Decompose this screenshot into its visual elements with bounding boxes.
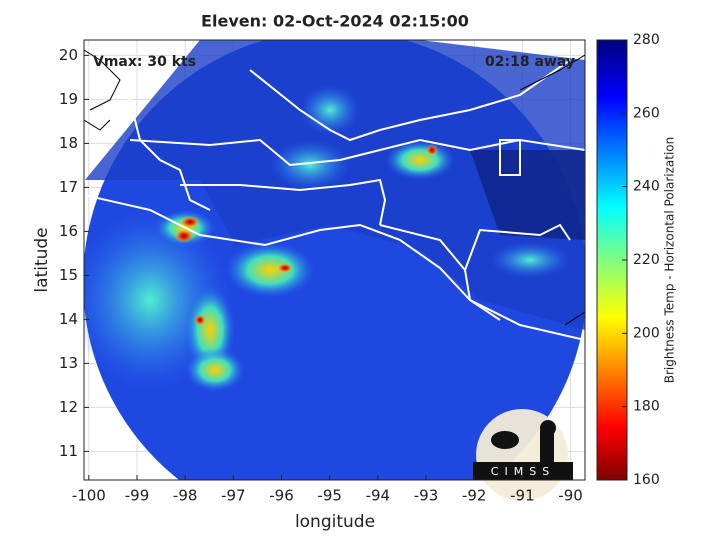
- colorbar-tick-label: 240: [633, 179, 660, 195]
- x-tick-label: -100: [72, 487, 106, 505]
- logo-text: CIMSS: [491, 465, 555, 478]
- y-tick-label: 13: [59, 354, 78, 372]
- x-axis-label: longitude: [295, 512, 375, 532]
- colorbar-label: Brightness Temp - Horizontal Polarizatio…: [663, 137, 677, 384]
- x-tick-label: -95: [317, 487, 342, 505]
- x-tick-label: -96: [269, 487, 294, 505]
- colorbar-tick-label: 180: [633, 399, 660, 415]
- y-tick-label: 19: [59, 90, 78, 108]
- y-tick-label: 16: [59, 222, 78, 240]
- x-tick-label: -97: [221, 487, 246, 505]
- y-tick-label: 14: [59, 310, 78, 328]
- y-tick-label: 12: [59, 398, 78, 416]
- colorbar-tick-label: 260: [633, 105, 660, 121]
- colorbar-tick-label: 160: [633, 472, 660, 488]
- y-axis-label: latitude: [32, 227, 52, 292]
- annotation: 02:18 away: [485, 54, 575, 70]
- x-tick-label: -92: [462, 487, 487, 505]
- y-tick-label: 15: [59, 266, 78, 284]
- colorbar-tick-label: 280: [633, 32, 660, 48]
- swath: [84, 40, 585, 480]
- colorbar-tick-label: 200: [633, 325, 660, 341]
- x-tick-label: -91: [510, 487, 535, 505]
- y-tick-label: 20: [59, 46, 78, 64]
- x-tick-label: -99: [125, 487, 150, 505]
- colorbar-tick-label: 220: [633, 252, 660, 268]
- x-tick-label: -98: [173, 487, 198, 505]
- x-tick-label: -90: [558, 487, 583, 505]
- x-tick-label: -93: [414, 487, 439, 505]
- y-tick-label: 17: [59, 178, 78, 196]
- plot-frame: [83, 39, 586, 481]
- y-tick-label: 18: [59, 134, 78, 152]
- logo: CIMSS: [473, 409, 573, 501]
- y-tick-label: 11: [59, 442, 78, 460]
- chart-title: Eleven: 02-Oct-2024 02:15:00: [201, 12, 469, 31]
- x-tick-label: -94: [366, 487, 391, 505]
- annotation: Vmax: 30 kts: [93, 54, 196, 70]
